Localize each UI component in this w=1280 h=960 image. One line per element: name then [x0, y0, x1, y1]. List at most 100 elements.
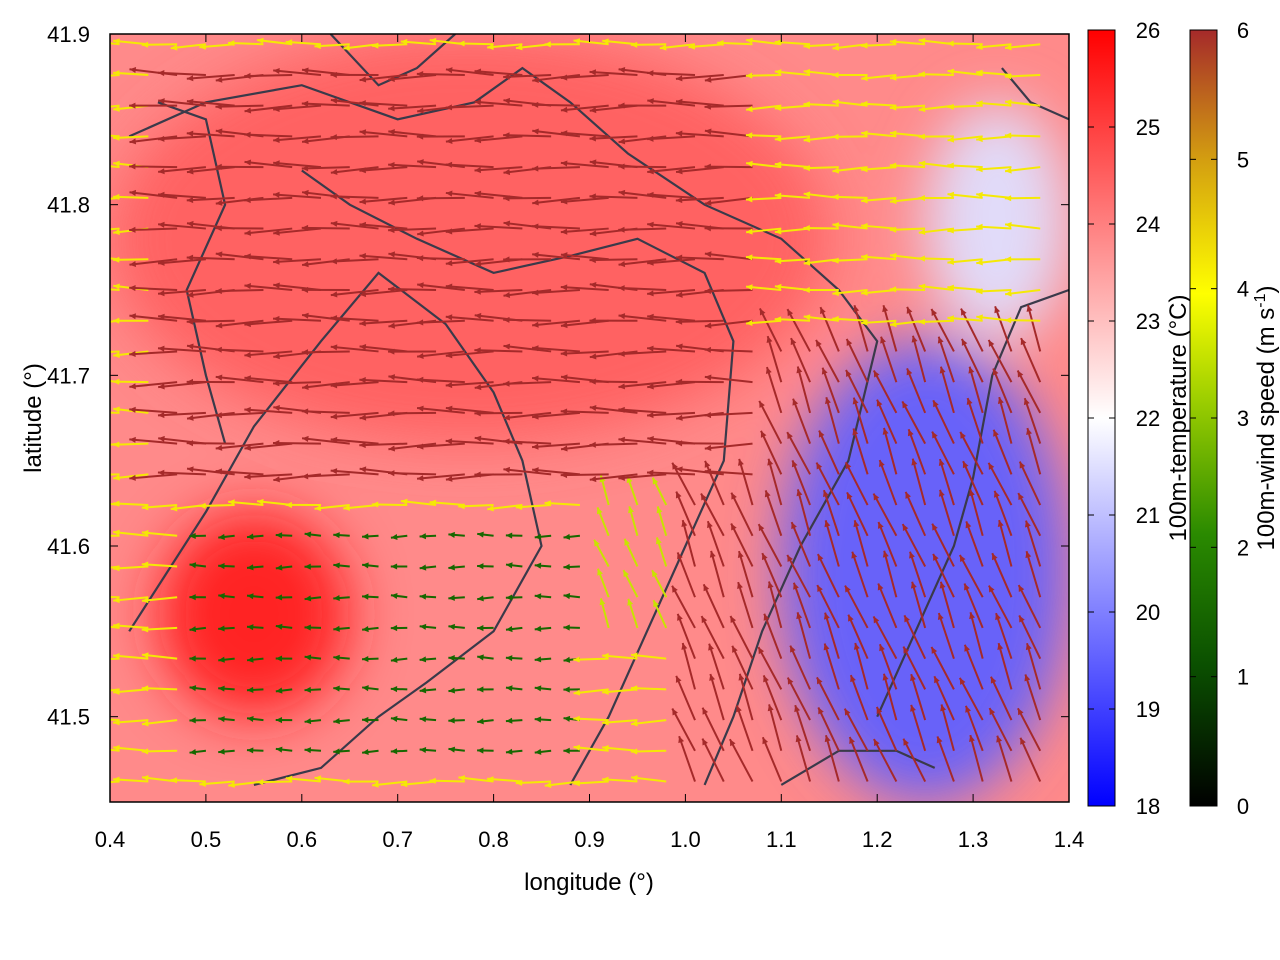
wind-vector: [704, 374, 753, 384]
wind-vector-head: [228, 781, 235, 788]
wind-vector: [803, 225, 839, 232]
wind-vector-head: [793, 582, 799, 590]
wind-vector: [1025, 642, 1042, 690]
wind-vector: [767, 581, 783, 629]
wind-vector: [816, 676, 840, 721]
wind-vector-head: [820, 307, 826, 315]
wind-vector-head: [853, 520, 860, 528]
wind-vector-head: [821, 367, 828, 375]
wind-vector: [761, 552, 783, 598]
wind-vector: [618, 350, 667, 357]
wind-vector-shaft: [757, 523, 783, 567]
wind-vector-head: [474, 68, 482, 75]
wind-vector: [589, 441, 638, 448]
wind-vector-head: [273, 105, 280, 113]
wind-vector: [256, 779, 293, 786]
wind-vector-shaft: [215, 319, 264, 328]
wind-vector: [880, 336, 898, 383]
wind-vector-shaft: [1016, 370, 1042, 414]
wind-vector-shaft: [445, 191, 494, 199]
wind-vector-head: [933, 400, 939, 408]
wind-vector: [845, 338, 869, 383]
wind-vector-shaft: [503, 344, 552, 353]
wind-vector: [1019, 737, 1042, 782]
wind-vector-head: [596, 507, 603, 515]
wind-vector: [419, 533, 437, 540]
wind-vector-head: [157, 411, 165, 419]
wind-vector: [627, 598, 639, 629]
wind-vector-head: [113, 776, 120, 783]
wind-vector: [416, 442, 465, 450]
wind-vector-head: [589, 230, 597, 237]
wind-vector: [532, 196, 581, 206]
wind-vector-shaft: [792, 398, 812, 444]
wind-vector: [931, 523, 955, 567]
wind-vector-head: [416, 71, 424, 78]
wind-vector-head: [618, 226, 625, 233]
wind-vector: [937, 612, 955, 659]
wind-vector: [158, 166, 206, 175]
wind-vector-shaft: [882, 673, 898, 721]
wind-vector: [445, 350, 494, 359]
wind-vector-head: [704, 346, 711, 353]
wind-vector-shaft: [647, 289, 696, 295]
wind-vector: [589, 378, 638, 385]
wind-vector-shaft: [675, 166, 724, 174]
wind-vector-head: [532, 443, 539, 450]
wind-vector-head: [991, 553, 998, 561]
wind-vector-head: [285, 39, 293, 46]
wind-vector: [889, 38, 926, 46]
wind-vector-shaft: [937, 612, 955, 659]
wind-vector: [774, 316, 811, 323]
wind-vector-head: [918, 255, 925, 262]
wind-vector-shaft: [110, 288, 120, 291]
wind-vector: [359, 289, 408, 298]
wind-vector-shaft: [531, 166, 580, 170]
wind-vector-shaft: [215, 375, 264, 384]
wind-vector: [860, 100, 897, 107]
wind-vector: [761, 736, 783, 782]
wind-vector-head: [445, 352, 453, 359]
wind-vector-shaft: [560, 253, 609, 261]
wind-vector: [110, 73, 120, 77]
wind-vector-head: [796, 612, 803, 620]
wind-vector: [909, 551, 927, 598]
wind-vector-head: [532, 375, 539, 382]
wind-vector-head: [113, 38, 120, 45]
wind-vector-head: [215, 199, 223, 206]
wind-vectors: [110, 37, 1042, 789]
wind-vector: [110, 411, 120, 414]
wind-vector: [112, 134, 149, 141]
wind-vector-head: [113, 688, 120, 695]
wind-vector: [816, 584, 840, 629]
wind-vector-head: [675, 197, 683, 204]
wind-vector-shaft: [301, 410, 350, 414]
wind-vector-shaft: [359, 442, 408, 447]
wind-vector: [1020, 337, 1042, 383]
wind-vector: [273, 160, 322, 169]
wind-vector: [330, 468, 379, 476]
wind-vector-head: [419, 623, 427, 630]
wind-vector: [647, 98, 696, 107]
wind-vector-shaft: [709, 673, 725, 721]
wind-vector: [141, 652, 178, 660]
wind-vector-head: [932, 431, 938, 439]
wind-vector-head: [474, 223, 481, 230]
wind-vector-shaft: [186, 100, 235, 107]
wind-vector-shaft: [671, 585, 696, 629]
wind-vector-head: [889, 162, 897, 169]
wind-vector: [730, 523, 754, 567]
wind-vector-shaft: [186, 319, 235, 323]
wind-vector-head: [343, 44, 350, 51]
wind-vector-shaft: [388, 163, 437, 169]
wind-vector-head: [359, 466, 367, 473]
wind-vector: [215, 374, 264, 384]
wind-vector-shaft: [987, 339, 1013, 383]
wind-vector: [861, 166, 897, 173]
wind-vector-shaft: [474, 289, 523, 294]
wind-vector-head: [314, 775, 322, 782]
wind-vector: [960, 338, 984, 383]
wind-vector-head: [187, 414, 194, 421]
wind-vector: [997, 642, 1013, 690]
